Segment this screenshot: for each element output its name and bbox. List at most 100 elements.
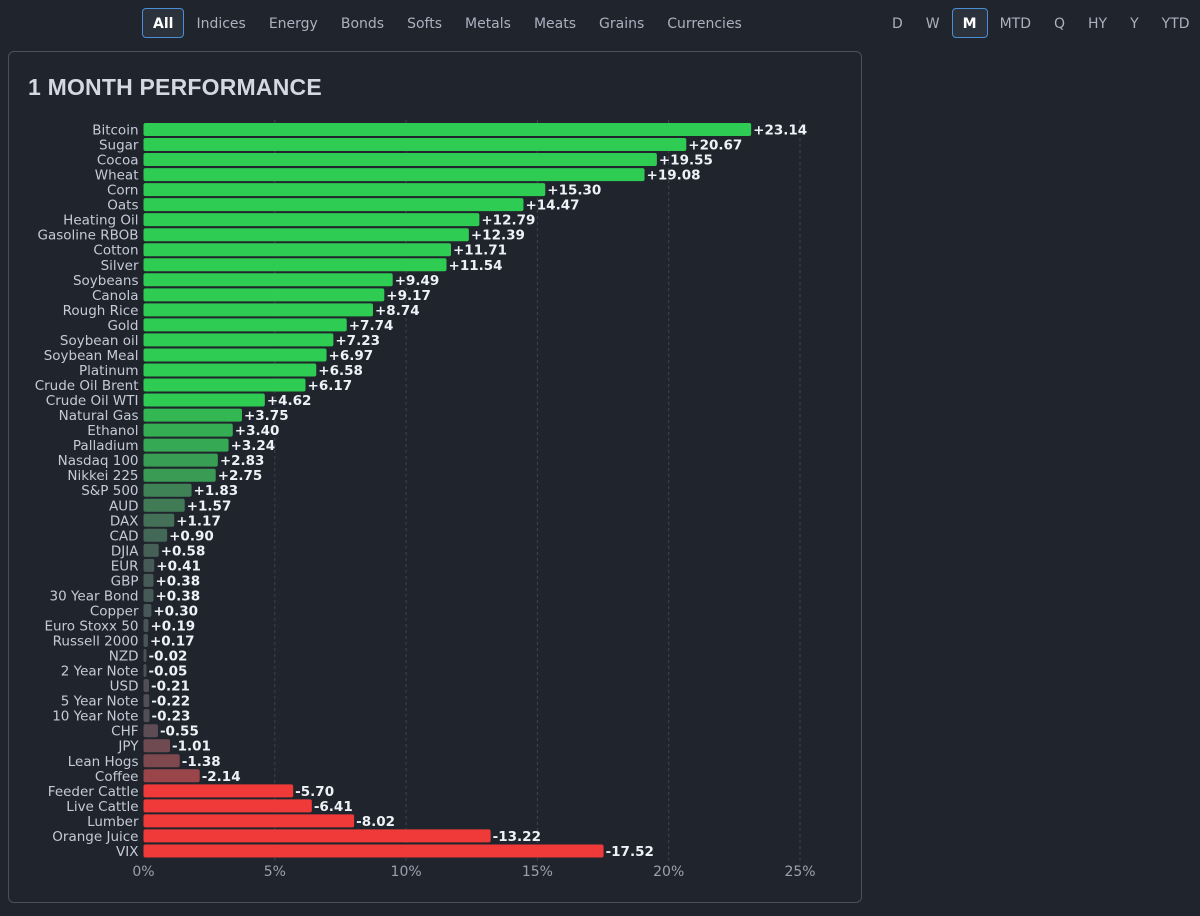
category-label: S&P 500 — [81, 483, 138, 499]
period-tab-q[interactable]: Q — [1053, 16, 1066, 32]
x-tick-label: 15% — [522, 864, 553, 880]
category-label: Feeder Cattle — [48, 784, 139, 800]
value-label: +6.17 — [308, 378, 353, 394]
value-label: -0.55 — [160, 724, 199, 740]
value-label: +3.75 — [244, 408, 289, 424]
category-label: JPY — [117, 739, 139, 755]
bar-10-year-note — [143, 709, 150, 723]
category-label: Euro Stoxx 50 — [44, 618, 138, 634]
value-label: +9.49 — [395, 273, 440, 289]
performance-chart: 0% 5% 10% 15% 20% 25% Bitcoin +23.14 Sugar +20.67… — [35, 119, 816, 880]
category-label: Crude Oil Brent — [35, 378, 139, 394]
value-label: +1.57 — [187, 498, 232, 514]
value-label: +14.47 — [525, 198, 579, 214]
period-tab-ytd[interactable]: YTD — [1161, 16, 1190, 32]
category-label: EUR — [111, 558, 139, 574]
tab-bonds[interactable]: Bonds — [340, 16, 385, 32]
tab-softs[interactable]: Softs — [407, 16, 442, 32]
bar-nasdaq-100 — [143, 453, 218, 467]
value-label: +7.74 — [349, 318, 394, 334]
tab-meats[interactable]: Meats — [533, 16, 577, 32]
category-label: Copper — [90, 603, 139, 619]
chart-panel: 0% 5% 10% 15% 20% 25% Bitcoin +23.14 Sugar +20.67… — [8, 51, 862, 903]
category-label: Natural Gas — [59, 408, 139, 424]
period-tab-m[interactable]: M — [951, 8, 988, 38]
category-label: Heating Oil — [63, 213, 138, 229]
tab-currencies[interactable]: Currencies — [667, 16, 742, 32]
bar-feeder-cattle — [143, 784, 294, 798]
value-label: -5.70 — [295, 784, 334, 800]
bar-cocoa — [143, 153, 657, 167]
period-tab-hy[interactable]: HY — [1088, 16, 1108, 32]
category-label: Canola — [92, 288, 139, 304]
value-label: +4.62 — [267, 393, 312, 409]
value-label: +0.58 — [161, 543, 206, 559]
value-label: +8.74 — [375, 303, 420, 319]
bar-gold — [143, 318, 347, 332]
x-tick-label: 25% — [784, 864, 815, 880]
tab-energy[interactable]: Energy — [268, 16, 318, 32]
period-tab-y[interactable]: Y — [1130, 16, 1139, 32]
value-label: -6.41 — [314, 799, 353, 815]
bar-natural-gas — [143, 408, 242, 422]
bar-sandp-500 — [143, 483, 192, 497]
value-label: +0.17 — [150, 634, 195, 650]
period-tab-d[interactable]: D — [892, 16, 903, 32]
value-label: +19.08 — [647, 168, 701, 184]
category-label: 10 Year Note — [52, 709, 138, 725]
category-label: Lean Hogs — [68, 754, 139, 770]
bar-cotton — [143, 243, 452, 257]
x-tick-label: 20% — [653, 864, 684, 880]
bar-corn — [143, 183, 546, 197]
bar-copper — [143, 603, 152, 617]
tab-indices[interactable]: Indices — [196, 16, 246, 32]
bar-nzd — [143, 649, 147, 663]
tab-grains[interactable]: Grains — [599, 16, 645, 32]
value-label: +11.54 — [449, 258, 503, 274]
value-label: +1.83 — [194, 483, 239, 499]
bar-2-year-note — [143, 664, 147, 678]
category-label: Orange Juice — [52, 829, 138, 845]
value-label: +6.58 — [318, 363, 363, 379]
category-label: Ethanol — [87, 423, 138, 439]
category-label: Coffee — [95, 769, 139, 785]
bar-cad — [143, 528, 168, 542]
bar-soybeans — [143, 273, 393, 287]
period-tabs: D W M MTD Q HY Y YTD — [881, 7, 1200, 39]
value-label: -17.52 — [606, 844, 654, 860]
value-label: +19.55 — [659, 153, 713, 169]
value-label: +12.39 — [471, 228, 525, 244]
bar-lumber — [143, 814, 355, 828]
value-label: +11.71 — [453, 243, 507, 259]
category-label: NZD — [109, 649, 139, 665]
period-tab-w[interactable]: W — [925, 16, 940, 32]
bar-usd — [143, 679, 150, 693]
period-tab-mtd[interactable]: MTD — [999, 16, 1031, 32]
category-label: Corn — [107, 183, 139, 199]
category-label: DJIA — [111, 543, 139, 559]
x-tick-label: 10% — [391, 864, 422, 880]
category-label: Nasdaq 100 — [58, 453, 139, 469]
bar-5-year-note — [143, 694, 150, 708]
value-label: -1.01 — [172, 739, 211, 755]
bar-ethanol — [143, 423, 233, 437]
value-label: +15.30 — [547, 183, 601, 199]
bar-silver — [143, 258, 447, 272]
bar-chf — [143, 724, 158, 738]
category-label: Crude Oil WTI — [46, 393, 139, 409]
category-label: 5 Year Note — [61, 694, 139, 710]
value-label: +0.19 — [150, 618, 195, 634]
bar-live-cattle — [143, 799, 312, 813]
bar-gbp — [143, 573, 154, 587]
bar-oats — [143, 198, 524, 212]
tab-all[interactable]: All — [142, 8, 185, 38]
x-tick-label: 5% — [264, 864, 286, 880]
category-label: AUD — [109, 498, 139, 514]
bar-soybean-meal — [143, 348, 327, 362]
tab-metals[interactable]: Metals — [465, 16, 511, 32]
value-label: +20.67 — [688, 138, 742, 154]
value-label: +12.79 — [481, 213, 535, 229]
bar-euro-stoxx-50 — [143, 618, 149, 632]
category-label: DAX — [110, 513, 139, 529]
value-label: +7.23 — [335, 333, 380, 349]
